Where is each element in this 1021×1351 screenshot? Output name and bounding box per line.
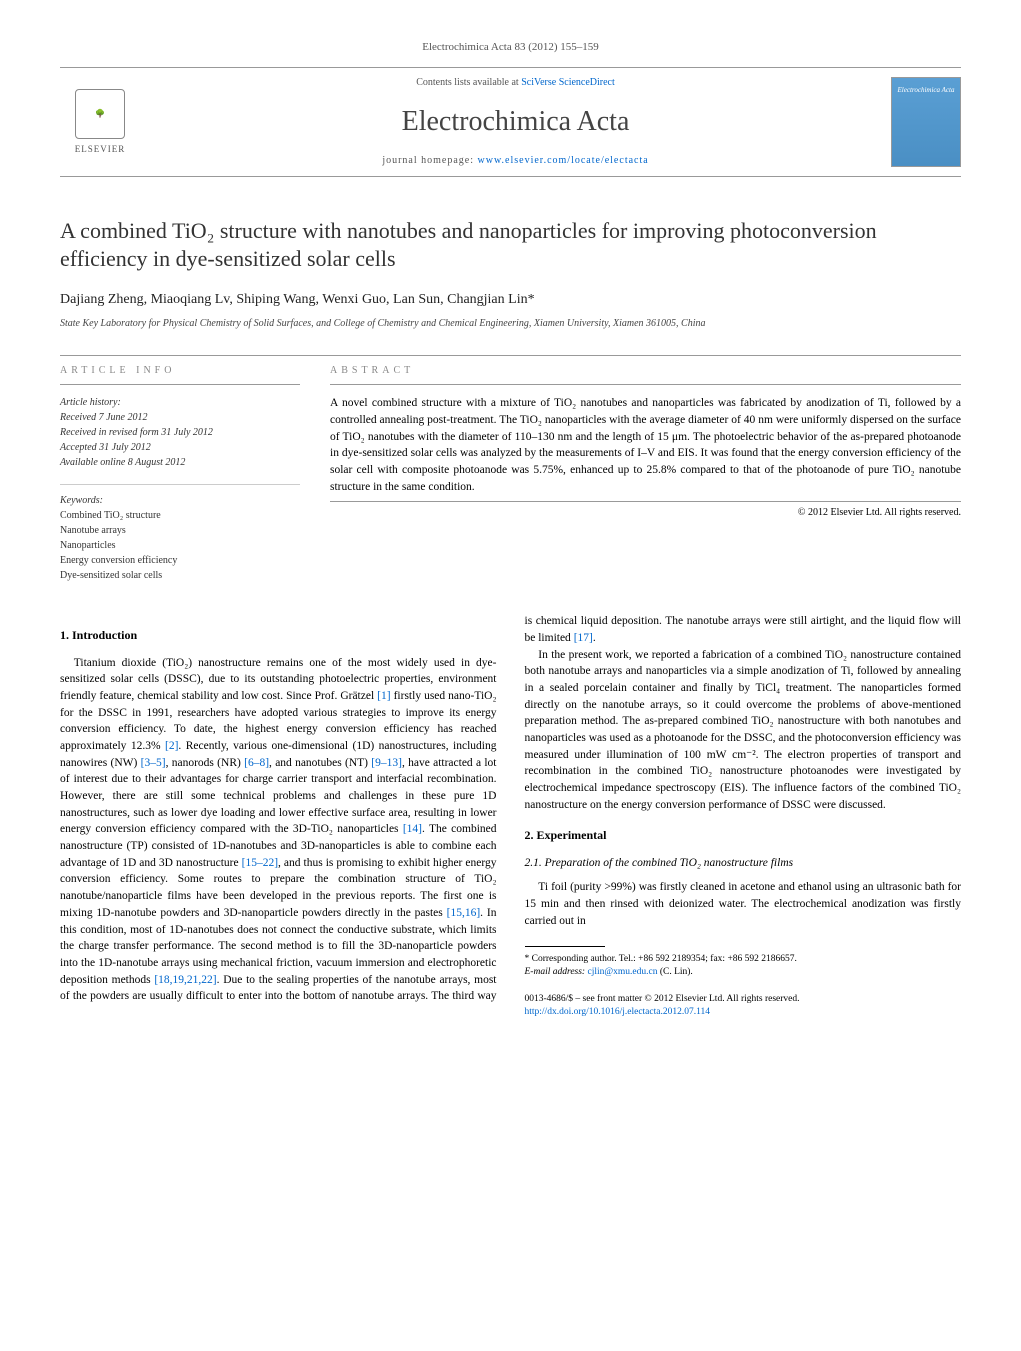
section-1-head: 1. Introduction [60,627,497,644]
keyword-2: Nanotube arrays [60,523,300,538]
email-link[interactable]: cjlin@xmu.edu.cn [587,967,657,977]
email-name: (C. Lin). [657,967,692,977]
journal-cover-thumbnail: Electrochimica Acta [891,77,961,167]
text: , nanorods (NR) [166,757,245,769]
abstract-block: ABSTRACT A novel combined structure with… [330,356,961,583]
body-columns: 1. Introduction Titanium dioxide (TiO₂) … [60,613,961,1019]
ref-link-6-8[interactable]: [6–8] [244,757,269,769]
article-info-label: ARTICLE INFO [60,356,300,385]
left-column-footer: * Corresponding author. Tel.: +86 592 21… [525,946,962,1020]
ref-link-18-22[interactable]: [18,19,21,22] [154,974,216,986]
corr-author-phone: * Corresponding author. Tel.: +86 592 21… [525,953,962,966]
article-info-block: ARTICLE INFO Article history: Received 7… [60,356,300,583]
keyword-1: Combined TiO₂ structure [60,508,300,523]
elsevier-tree-icon: 🌳 [75,89,125,139]
history-online: Available online 8 August 2012 [60,455,300,470]
keyword-4: Energy conversion efficiency [60,553,300,568]
doi-link[interactable]: http://dx.doi.org/10.1016/j.electacta.20… [525,1007,711,1017]
header-center: Contents lists available at SciVerse Sci… [140,76,891,167]
journal-reference: Electrochimica Acta 83 (2012) 155–159 [60,40,961,55]
ref-link-9-13[interactable]: [9–13] [371,757,402,769]
keyword-3: Nanoparticles [60,538,300,553]
keywords-block: Keywords: Combined TiO₂ structure Nanotu… [60,484,300,583]
ref-link-3-5[interactable]: [3–5] [141,757,166,769]
ref-link-2[interactable]: [2] [165,740,178,752]
journal-name: Electrochimica Acta [140,102,891,141]
homepage-line: journal homepage: www.elsevier.com/locat… [140,154,891,168]
publisher-name: ELSEVIER [75,143,126,156]
email-label-text: E-mail address: [525,967,588,977]
info-abstract-row: ARTICLE INFO Article history: Received 7… [60,355,961,583]
history-received: Received 7 June 2012 [60,410,300,425]
authors: Dajiang Zheng, Miaoqiang Lv, Shiping Wan… [60,290,961,310]
affiliation: State Key Laboratory for Physical Chemis… [60,317,961,331]
history-head: Article history: [60,395,300,410]
ref-link-15-22[interactable]: [15–22] [242,857,278,869]
contents-line: Contents lists available at SciVerse Sci… [140,76,891,90]
intro-para-3: In the present work, we reported a fabri… [525,647,962,814]
publisher-logo: 🌳 ELSEVIER [60,82,140,162]
homepage-link[interactable]: www.elsevier.com/locate/electacta [478,155,649,166]
abstract-copyright: © 2012 Elsevier Ltd. All rights reserved… [330,506,961,520]
contents-prefix: Contents lists available at [416,77,521,88]
keyword-5: Dye-sensitized solar cells [60,568,300,583]
exp-para-1: Ti foil (purity >99%) was firstly cleane… [525,879,962,929]
abstract-label: ABSTRACT [330,356,961,385]
section-2-1-head: 2.1. Preparation of the combined TiO₂ na… [525,855,962,872]
article-history: Article history: Received 7 June 2012 Re… [60,395,300,470]
ref-link-14[interactable]: [14] [403,823,422,835]
email-label: E-mail address: [525,967,588,977]
ref-link-15-16[interactable]: [15,16] [447,907,481,919]
ref-link-1[interactable]: [1] [377,690,390,702]
text: . [593,632,596,644]
issn-line: 0013-4686/$ – see front matter © 2012 El… [525,993,962,1006]
article-title: A combined TiO₂ structure with nanotubes… [60,217,961,274]
footnote-rule [525,946,605,947]
homepage-prefix: journal homepage: [382,155,477,166]
corresponding-author: * Corresponding author. Tel.: +86 592 21… [525,953,962,980]
sciencedirect-link[interactable]: SciVerse ScienceDirect [521,77,615,88]
history-revised: Received in revised form 31 July 2012 [60,425,300,440]
doi-block: 0013-4686/$ – see front matter © 2012 El… [525,993,962,1020]
history-accepted: Accepted 31 July 2012 [60,440,300,455]
section-2-head: 2. Experimental [525,827,962,844]
header-bar: 🌳 ELSEVIER Contents lists available at S… [60,67,961,176]
keywords-head: Keywords: [60,493,300,508]
text: , and nanotubes (NT) [269,757,371,769]
abstract-text: A novel combined structure with a mixtur… [330,395,961,502]
ref-link-17[interactable]: [17] [574,632,593,644]
